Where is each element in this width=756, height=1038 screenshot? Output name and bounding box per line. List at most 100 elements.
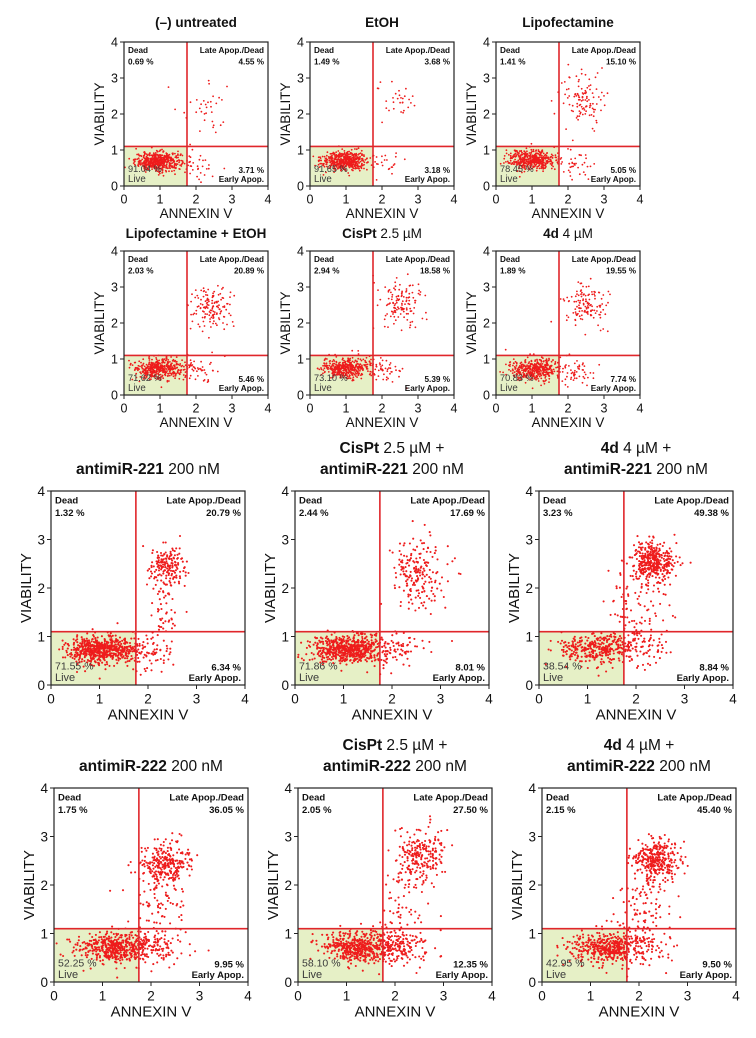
event-dot [144, 162, 147, 165]
event-dot [353, 373, 356, 376]
event-dot [524, 359, 527, 361]
event-dot [162, 174, 165, 177]
event-dot [568, 365, 570, 367]
event-dot [191, 169, 194, 171]
panel-title: CisPt 2.5 µM [250, 226, 514, 241]
event-dot [138, 360, 141, 363]
event-dot [167, 362, 169, 365]
event-dot [182, 161, 184, 164]
event-dot [366, 168, 368, 171]
event-dot [333, 373, 336, 375]
panel-title-bold: Lipofectamine [522, 15, 614, 30]
event-dot [353, 153, 356, 156]
event-dot [333, 160, 335, 162]
event-dot [142, 545, 145, 548]
event-dot [403, 316, 405, 319]
event-dot [220, 298, 222, 301]
event-dot [157, 569, 161, 572]
event-dot [333, 163, 336, 165]
event-dot [537, 156, 539, 159]
event-dot [178, 161, 180, 164]
event-dot [213, 320, 215, 322]
event-dot [147, 363, 150, 366]
event-dot [159, 376, 162, 378]
event-dot [155, 159, 158, 162]
event-dot [351, 349, 354, 352]
x-tick-label: 2 [565, 402, 572, 416]
event-dot [199, 367, 201, 370]
event-dot [150, 564, 153, 567]
x-tick-label: 2 [193, 193, 200, 207]
event-dot [137, 364, 140, 367]
event-dot [113, 641, 116, 644]
event-dot [569, 148, 572, 151]
event-dot [181, 359, 183, 362]
event-dot [566, 296, 569, 299]
event-dot [509, 370, 512, 372]
event-dot [520, 366, 522, 368]
event-dot [100, 643, 103, 646]
event-dot [573, 377, 576, 380]
event-dot [579, 317, 582, 320]
event-dot [395, 299, 398, 302]
event-dot [586, 305, 589, 307]
event-dot [144, 670, 147, 673]
event-dot [190, 300, 192, 303]
event-dot [577, 94, 580, 97]
x-tick-label: 3 [415, 193, 422, 207]
quadrant-dead-label: Dead [500, 255, 520, 264]
event-dot [564, 378, 567, 381]
event-dot [164, 620, 167, 623]
event-dot [580, 289, 583, 291]
event-dot [184, 371, 187, 373]
event-dot [173, 372, 176, 375]
event-dot [202, 100, 205, 102]
event-dot [394, 285, 397, 288]
event-dot [579, 299, 582, 302]
event-dot [152, 368, 154, 371]
event-dot [526, 152, 528, 155]
event-dot [343, 359, 345, 362]
event-dot [110, 639, 114, 642]
event-dot [322, 369, 325, 371]
event-dot [351, 159, 354, 161]
event-dot [88, 659, 91, 663]
event-dot [156, 592, 159, 596]
event-dot [518, 379, 521, 382]
event-dot [575, 95, 578, 97]
event-dot [162, 166, 165, 168]
event-dot [330, 633, 333, 636]
event-dot [92, 640, 95, 643]
event-dot [179, 570, 182, 573]
panel-title: (–) untreated [64, 15, 328, 30]
event-dot [559, 298, 562, 300]
event-dot [512, 362, 515, 364]
y-axis-label: VIABILITY [278, 82, 293, 145]
event-dot [316, 367, 319, 370]
event-dot [592, 96, 595, 99]
event-dot [402, 310, 405, 313]
event-dot [349, 153, 352, 155]
event-dot [105, 640, 108, 643]
event-dot [125, 646, 128, 649]
event-dot [324, 160, 327, 163]
event-dot [358, 364, 361, 366]
event-dot [207, 304, 210, 306]
event-dot [136, 660, 139, 663]
event-dot [131, 378, 134, 381]
event-dot [320, 159, 322, 162]
event-dot [165, 152, 168, 155]
event-dot [167, 156, 170, 158]
event-dot [548, 377, 551, 380]
event-dot [511, 162, 514, 164]
event-dot [70, 653, 73, 656]
event-dot [378, 362, 381, 364]
event-dot [318, 166, 321, 168]
event-dot [540, 359, 543, 362]
event-dot [405, 290, 408, 292]
event-dot [78, 661, 81, 664]
event-dot [526, 364, 528, 367]
event-dot [585, 300, 588, 303]
quadrant-dead-label: Dead [55, 496, 78, 507]
